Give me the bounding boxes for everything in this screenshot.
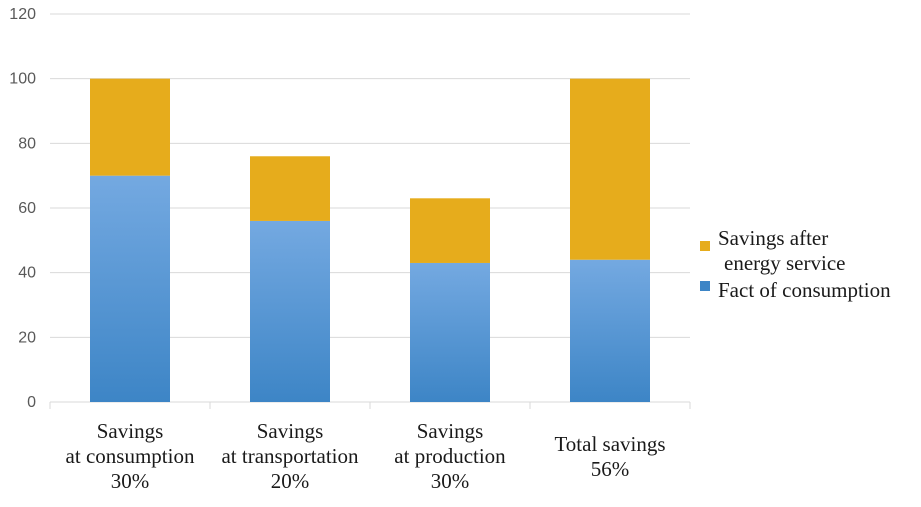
bar-savings-after-energy-service-1 [90,78,170,176]
y-tick-label-100: 100 [9,71,36,88]
category-label-2-line-3: 20% [271,469,310,493]
bar-savings-after-energy-service-4 [570,78,650,260]
bar-fact-of-consumption-4 [570,259,650,402]
category-label-3-line-2: at production [394,444,506,468]
category-label-3-line-1: Savings [417,419,484,443]
y-tick-label-40: 40 [18,265,36,282]
category-label-2-line-1: Savings [257,419,324,443]
category-label-1-line-3: 30% [111,469,150,493]
category-label-3-line-3: 30% [431,469,470,493]
bar-fact-of-consumption-3 [410,262,490,402]
y-tick-label-60: 60 [18,200,36,217]
bar-savings-after-energy-service-3 [410,198,490,263]
y-tick-label-0: 0 [27,394,36,411]
bars [90,78,650,402]
bar-fact-of-consumption-1 [90,175,170,402]
category-label-2-line-2: at transportation [221,444,359,468]
legend-label-savings-line-2: energy service [724,251,845,275]
legend-label-fact-of-consumption: Fact of consumption [718,278,891,302]
category-label-1-line-1: Savings [97,419,164,443]
y-tick-label-80: 80 [18,135,36,152]
y-axis-tick-labels: 0 20 40 60 80 100 120 [9,6,36,411]
bar-savings-after-energy-service-2 [250,156,330,221]
category-label-4-line-2: 56% [591,457,630,481]
category-label-1-line-2: at consumption [66,444,195,468]
legend-swatch-fact-of-consumption [700,281,710,291]
bar-fact-of-consumption-2 [250,220,330,402]
legend-swatch-savings-after-energy-service [700,241,710,251]
category-label-4-line-1: Total savings [554,432,665,456]
y-tick-label-120: 120 [9,6,36,23]
y-tick-label-20: 20 [18,329,36,346]
legend-label-savings-line-1: Savings after [718,226,828,250]
